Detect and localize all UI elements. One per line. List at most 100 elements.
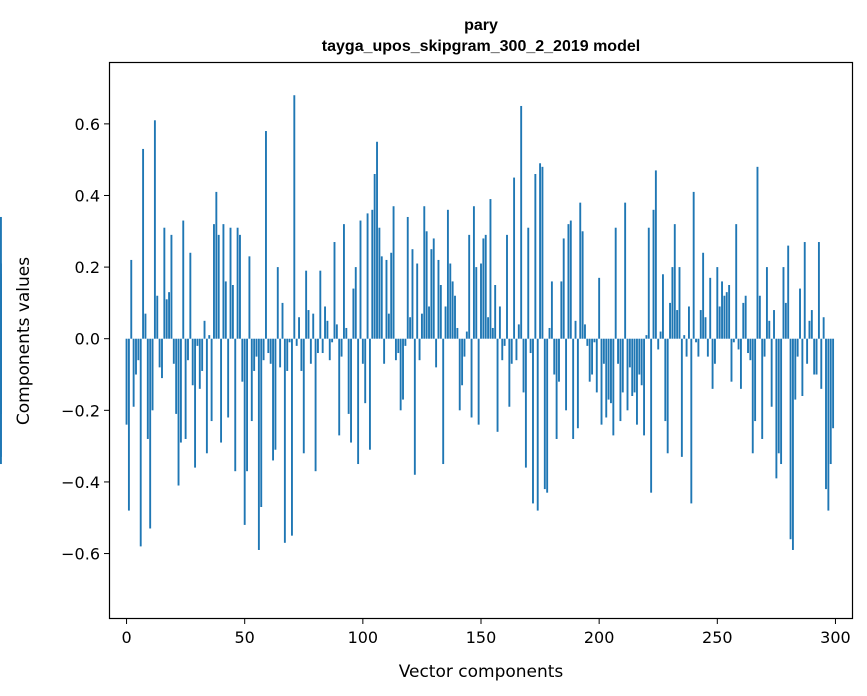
bar <box>298 317 300 339</box>
bar <box>352 288 355 339</box>
bar <box>612 338 615 436</box>
x-tick-label: 300 <box>820 628 851 647</box>
bar <box>555 338 558 439</box>
bar <box>371 209 374 339</box>
bar <box>274 338 277 450</box>
bar <box>827 338 830 511</box>
bar <box>295 338 298 346</box>
bar <box>338 338 341 436</box>
bar <box>716 267 719 339</box>
bar <box>704 317 707 339</box>
bar <box>231 285 234 339</box>
bar <box>442 338 445 465</box>
bar <box>175 338 178 414</box>
bar <box>317 338 319 354</box>
bar <box>470 338 473 418</box>
bar <box>739 338 742 389</box>
bar <box>671 267 674 339</box>
bar <box>425 231 428 339</box>
y-tick-label: 0.2 <box>75 258 100 277</box>
bar <box>333 242 336 339</box>
bar <box>803 242 806 339</box>
bar <box>579 202 582 339</box>
bar <box>151 338 154 411</box>
bar <box>626 338 629 411</box>
bar <box>820 338 823 389</box>
bar <box>730 338 733 382</box>
bar <box>496 338 499 432</box>
bar <box>300 338 303 371</box>
bar <box>409 317 412 339</box>
bar <box>758 295 761 339</box>
bar <box>220 338 223 443</box>
bar <box>137 338 140 361</box>
bar <box>678 267 681 339</box>
bar <box>198 338 201 389</box>
bar <box>255 338 258 357</box>
bar <box>515 338 518 361</box>
bar <box>203 320 206 339</box>
bar <box>248 256 251 339</box>
bar <box>806 338 809 364</box>
bar <box>227 338 230 418</box>
bar <box>125 338 128 425</box>
bar <box>149 338 152 529</box>
bar <box>291 338 293 536</box>
bar <box>465 331 468 339</box>
bar <box>142 148 145 339</box>
bar <box>529 338 532 354</box>
bar <box>706 338 709 357</box>
bar <box>638 338 641 375</box>
bar <box>723 295 726 339</box>
bar <box>605 338 608 418</box>
bar <box>787 245 790 339</box>
bar <box>659 331 662 339</box>
bar <box>130 259 133 339</box>
y-tick-label: 0.4 <box>75 186 100 205</box>
bar <box>451 281 454 339</box>
bar <box>472 206 475 339</box>
bar <box>572 338 575 439</box>
bar <box>683 335 686 339</box>
bar <box>279 338 282 368</box>
bar <box>503 338 506 346</box>
bar <box>418 338 421 361</box>
bar <box>650 338 653 493</box>
bar <box>127 338 130 511</box>
bar <box>808 320 811 339</box>
bar <box>144 313 147 339</box>
bar <box>550 281 553 339</box>
bar <box>390 252 393 339</box>
bar <box>510 338 513 364</box>
bar <box>749 338 752 361</box>
bar <box>607 338 610 400</box>
bar <box>454 295 456 339</box>
bar <box>813 338 816 375</box>
bar <box>366 213 369 339</box>
bar <box>765 267 768 339</box>
bar <box>357 338 360 465</box>
bar <box>688 306 690 339</box>
bar <box>744 295 747 339</box>
bar <box>387 313 390 339</box>
bar <box>491 327 494 339</box>
bar <box>187 338 189 361</box>
bar <box>319 270 322 339</box>
bar <box>598 277 601 339</box>
bar <box>718 306 721 339</box>
bar <box>761 338 764 439</box>
bar <box>359 220 362 339</box>
bar <box>725 292 728 339</box>
bar <box>822 317 825 339</box>
bar <box>794 338 797 400</box>
bar <box>506 234 508 339</box>
bar <box>553 338 556 375</box>
bar <box>208 335 211 339</box>
bar <box>267 338 270 354</box>
bar <box>560 281 563 339</box>
bar <box>784 302 787 339</box>
bar <box>591 338 594 375</box>
bar <box>170 234 173 339</box>
x-axis-ticks: 0 50 100 150 200 250 300 <box>121 618 851 647</box>
bar <box>260 338 263 507</box>
